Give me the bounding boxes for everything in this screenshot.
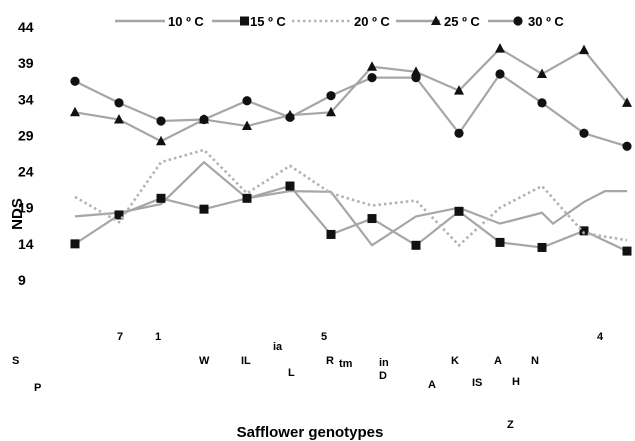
series-line <box>74 47 628 143</box>
y-axis-ticks: 9 14 19 24 29 34 39 44 <box>18 19 34 288</box>
data-point <box>156 193 166 203</box>
data-point <box>326 91 336 101</box>
y-tick-label: 39 <box>18 55 34 71</box>
data-point <box>114 98 124 108</box>
data-point <box>537 98 547 108</box>
x-category-label: H <box>512 376 520 388</box>
data-point <box>454 206 464 216</box>
x-category-label: Z <box>507 419 514 431</box>
x-category-label: R <box>326 355 334 367</box>
legend-marker <box>240 16 249 26</box>
data-point <box>579 226 589 236</box>
data-point <box>242 193 252 203</box>
data-point <box>156 116 166 126</box>
data-point <box>579 44 589 55</box>
data-point <box>495 69 505 79</box>
x-category-label: A <box>494 355 502 367</box>
data-point <box>495 43 505 53</box>
y-tick-label: 44 <box>18 19 34 35</box>
data-point <box>367 214 377 224</box>
x-category-label: D <box>379 370 387 382</box>
x-category-label: W <box>199 355 210 367</box>
legend-label: 10 º C <box>168 14 204 29</box>
series-line <box>74 148 628 248</box>
y-tick-label: 14 <box>18 236 34 252</box>
x-category-label: ia <box>273 341 283 353</box>
x-category-label: 5 <box>321 331 327 343</box>
x-category-label: S <box>12 355 19 367</box>
x-axis-title: Safflower genotypes <box>237 424 384 441</box>
data-point <box>495 237 505 247</box>
data-point <box>454 128 464 138</box>
data-point <box>326 229 336 239</box>
legend-label: 25 º C <box>444 14 480 29</box>
data-point <box>537 68 547 78</box>
data-point <box>579 128 589 138</box>
y-tick-label: 29 <box>18 127 34 143</box>
legend-marker <box>431 15 441 25</box>
data-point <box>367 61 377 71</box>
x-category-label: 7 <box>117 331 123 343</box>
y-tick-label: 9 <box>18 272 26 288</box>
data-point <box>411 240 421 250</box>
y-tick-label: 34 <box>18 91 34 107</box>
data-point <box>622 246 632 256</box>
data-point <box>454 85 464 95</box>
y-tick-label: 24 <box>18 164 34 180</box>
x-category-label: IL <box>241 355 251 367</box>
legend-label: 15 º C <box>250 14 286 29</box>
data-point <box>114 114 124 124</box>
data-point <box>622 97 632 107</box>
x-category-label: P <box>34 382 41 394</box>
x-category-label: in <box>379 357 389 369</box>
data-point <box>242 120 252 131</box>
series-layer <box>70 43 632 256</box>
y-tick-label: 19 <box>18 200 34 216</box>
data-point <box>622 141 632 151</box>
data-point <box>326 106 336 117</box>
category-labels: S P 7 1 W IL ia L R 5 tm inD A K IS A NH Z 4 <box>12 331 604 431</box>
data-point <box>242 96 252 106</box>
data-point <box>367 73 377 83</box>
series-line <box>74 72 628 148</box>
x-category-label: A <box>428 379 436 391</box>
data-point <box>70 106 80 117</box>
legend-label: 30 º C <box>528 14 564 29</box>
x-category-label: K <box>451 355 459 367</box>
x-category-label: 4 <box>597 331 604 343</box>
x-category-label: 1 <box>155 331 161 343</box>
legend: 10 º C 15 º C 20 º C 25 º C 30 º C <box>115 14 564 29</box>
data-point <box>411 66 421 76</box>
legend-marker <box>513 16 523 26</box>
legend-label: 20 º C <box>354 14 390 29</box>
x-category-label: tm <box>339 358 353 370</box>
x-category-label: IS <box>472 377 482 389</box>
x-category-label: L <box>288 367 295 379</box>
series-line <box>74 160 627 247</box>
data-point <box>285 112 295 122</box>
data-point <box>156 135 166 146</box>
data-point <box>70 76 80 86</box>
data-point <box>199 204 209 214</box>
x-category-label: N <box>531 355 539 367</box>
data-point <box>411 73 421 83</box>
data-point <box>199 114 209 125</box>
data-point <box>114 210 124 220</box>
series-line <box>74 184 628 253</box>
data-point <box>70 239 80 249</box>
data-point <box>285 181 295 191</box>
data-point <box>537 242 547 252</box>
y-axis-title: NDS <box>9 198 26 230</box>
